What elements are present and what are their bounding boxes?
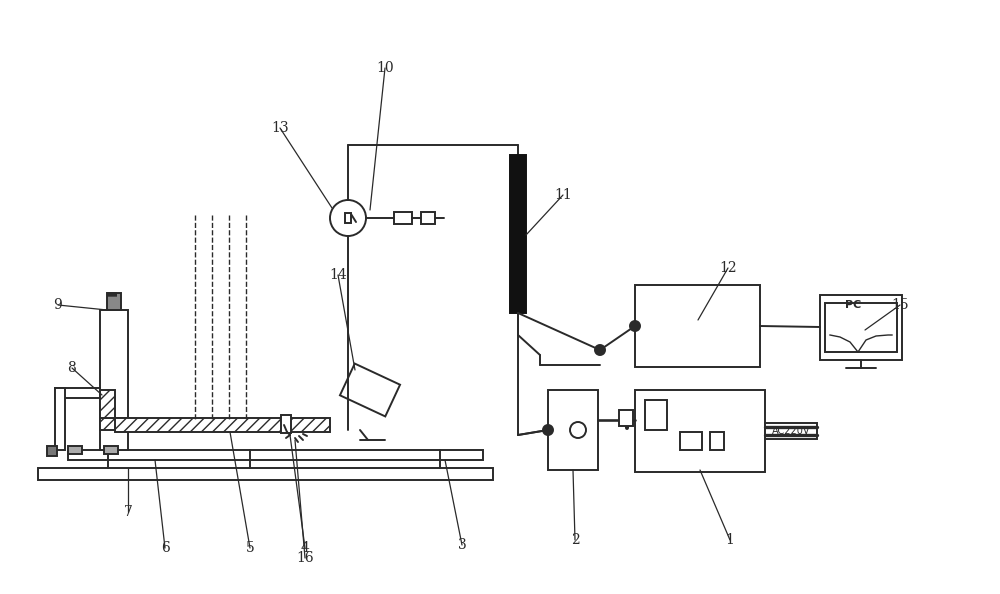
Bar <box>281 415 291 433</box>
Text: 8: 8 <box>68 361 76 375</box>
Bar <box>710 432 724 450</box>
Bar <box>55 388 100 398</box>
Circle shape <box>543 425 553 435</box>
Bar <box>635 285 760 367</box>
Bar <box>100 310 128 450</box>
Bar <box>107 293 121 310</box>
Text: AC220V: AC220V <box>772 426 810 436</box>
Bar <box>619 410 633 426</box>
Bar <box>68 450 483 460</box>
Text: 3: 3 <box>458 538 466 552</box>
Bar <box>510 155 526 313</box>
Bar <box>104 446 118 454</box>
Text: 4: 4 <box>301 541 309 555</box>
Bar <box>115 418 330 432</box>
Bar <box>421 212 435 224</box>
Bar <box>765 423 817 439</box>
Bar <box>345 213 351 223</box>
Text: 13: 13 <box>271 121 289 135</box>
Bar <box>47 446 57 456</box>
Text: 2: 2 <box>571 533 579 547</box>
Bar <box>100 390 115 418</box>
Circle shape <box>630 321 640 331</box>
Bar <box>645 400 667 430</box>
Bar <box>820 295 902 360</box>
Bar <box>548 390 598 470</box>
Text: 5: 5 <box>246 541 254 555</box>
Text: 10: 10 <box>376 61 394 75</box>
Text: PC: PC <box>845 300 861 310</box>
Bar <box>394 212 412 224</box>
Bar <box>825 303 897 352</box>
Text: 1: 1 <box>726 533 734 547</box>
Text: 16: 16 <box>296 551 314 565</box>
Text: 15: 15 <box>891 298 909 312</box>
Circle shape <box>595 345 605 355</box>
Text: 9: 9 <box>54 298 62 312</box>
Text: 11: 11 <box>554 188 572 202</box>
Text: 14: 14 <box>329 268 347 282</box>
Text: 6: 6 <box>161 541 169 555</box>
Bar <box>635 390 765 472</box>
Bar <box>680 432 702 450</box>
Bar <box>68 446 82 454</box>
Text: 12: 12 <box>719 261 737 275</box>
Text: 7: 7 <box>124 505 132 519</box>
Bar <box>55 388 65 450</box>
Bar <box>100 418 128 430</box>
Bar <box>38 468 493 480</box>
